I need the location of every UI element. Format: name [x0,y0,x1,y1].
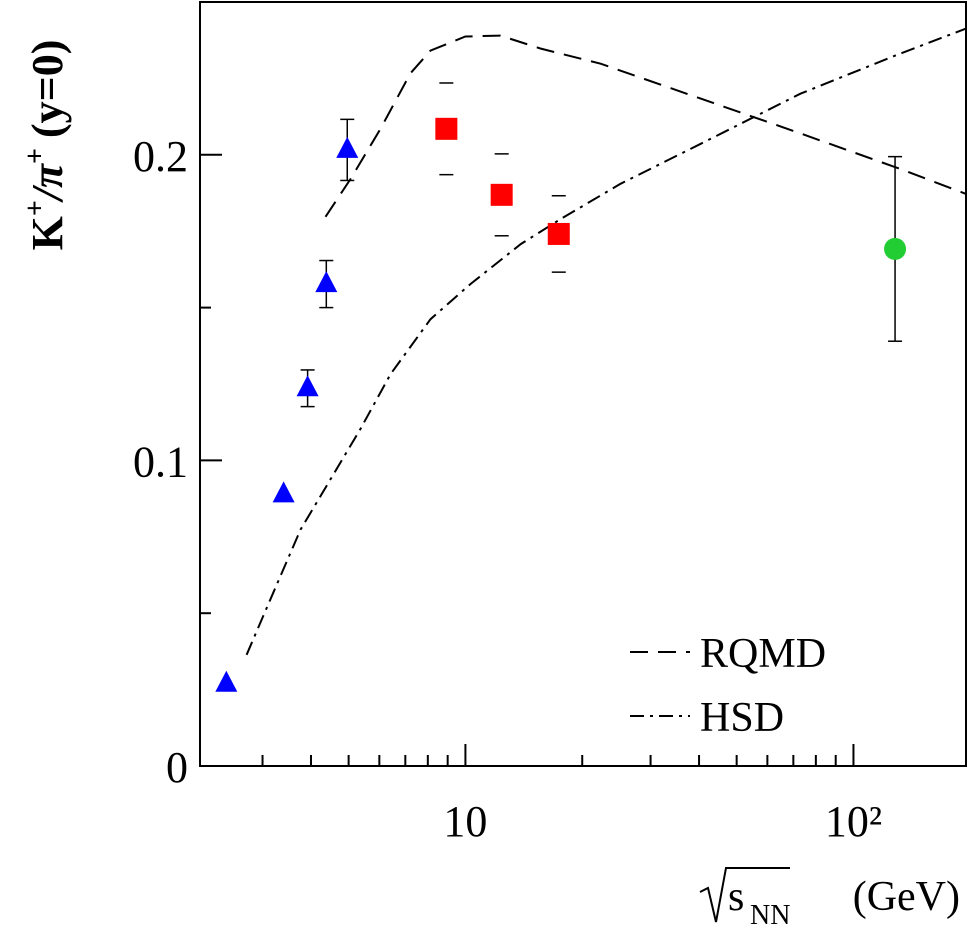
y-label-part: + [20,148,51,164]
y-axis-label-text: K+/π+(y=0) [20,40,72,251]
y-label-part: /π [23,163,72,203]
square-marker [435,117,458,140]
triangle-marker [296,375,319,397]
square-marker [547,222,570,245]
x-label-s: s [728,874,744,920]
x-tick-label: 10² [825,797,882,846]
sqrt-sign [699,867,790,923]
triangle-marker [272,481,295,503]
legend-label: RQMD [700,631,826,677]
y-label-part: K [23,216,72,250]
y-tick-label: 0.1 [133,437,188,486]
y-label-part: (y=0) [23,40,72,138]
x-tick-label: 10 [443,797,487,846]
x-label-unit: (GeV) [853,874,960,920]
triangle-marker [215,670,238,692]
y-axis-label: K+/π+(y=0) [20,40,72,251]
model-line [324,34,967,218]
square-marker [490,183,513,206]
model-line [245,27,967,656]
circle-marker [884,237,907,260]
plot-frame [199,1,967,767]
x-label-sub: NN [750,900,790,931]
y-label-part: + [20,200,51,216]
legend-label: HSD [700,695,784,741]
y-tick-label: 0 [166,743,188,792]
triangle-marker [336,136,359,158]
x-axis-label: s NN (GeV) [699,867,960,931]
y-tick-label: 0.2 [133,132,188,181]
triangle-marker [315,271,338,293]
